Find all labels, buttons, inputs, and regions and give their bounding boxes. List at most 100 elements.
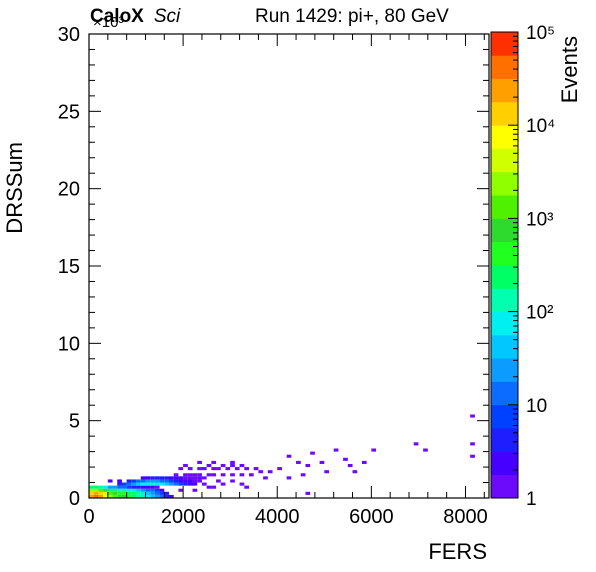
heatmap-bin bbox=[352, 470, 358, 474]
x-tick-label: 8000 bbox=[443, 506, 488, 528]
heatmap-bin bbox=[183, 463, 188, 468]
heatmap-bin bbox=[145, 494, 151, 499]
heatmap-bin bbox=[126, 488, 132, 492]
y-tick-label: 0 bbox=[69, 488, 80, 510]
y-tick-label: 25 bbox=[58, 101, 80, 123]
heatmap-bin bbox=[98, 488, 104, 492]
heatmap-bin bbox=[225, 467, 231, 471]
heatmap-bin bbox=[173, 482, 179, 486]
heatmap-bin bbox=[333, 448, 339, 452]
heatmap-bin bbox=[178, 476, 184, 480]
heatmap-bin bbox=[183, 479, 188, 483]
heatmap-bin bbox=[98, 491, 104, 495]
heatmap-bin bbox=[201, 482, 207, 486]
colorbar-segment bbox=[491, 265, 518, 289]
heatmap-bin bbox=[192, 473, 198, 477]
heatmap-bin bbox=[89, 494, 94, 499]
heatmap-bin bbox=[154, 488, 160, 492]
heatmap-bin bbox=[413, 442, 419, 446]
heatmap-bin bbox=[192, 482, 198, 486]
heatmap-bin bbox=[220, 463, 226, 468]
heatmap-bin bbox=[187, 479, 193, 483]
heatmap-bin bbox=[159, 494, 165, 499]
heatmap-bin bbox=[197, 479, 202, 483]
colorbar-segment bbox=[491, 381, 518, 406]
colorbar-tick-label: 10² bbox=[526, 303, 553, 324]
colorbar-segment bbox=[491, 358, 518, 382]
colorbar-segment bbox=[491, 334, 518, 359]
heatmap-bin bbox=[136, 485, 141, 489]
heatmap-bin bbox=[107, 485, 113, 489]
run-label: Run 1429: pi+, 80 GeV bbox=[255, 6, 449, 27]
heatmap-bin bbox=[173, 479, 179, 483]
heatmap-bin bbox=[230, 463, 235, 468]
heatmap-bin bbox=[187, 467, 193, 471]
heatmap-bin bbox=[150, 482, 155, 486]
heatmap-bin bbox=[150, 491, 155, 495]
heatmap-bin bbox=[154, 482, 160, 486]
plot-frame bbox=[88, 33, 490, 499]
heatmap-bin bbox=[178, 482, 184, 486]
heatmap-bin bbox=[169, 494, 174, 499]
heatmap-bin bbox=[154, 476, 160, 480]
heatmap-bin bbox=[145, 479, 151, 483]
heatmap-bin bbox=[98, 485, 104, 489]
heatmap-bin bbox=[107, 491, 113, 495]
colorbar-segment bbox=[491, 125, 518, 149]
heatmap-bin bbox=[131, 491, 137, 495]
bins-layer bbox=[89, 414, 475, 499]
heatmap-bin bbox=[178, 467, 184, 471]
heatmap-bin bbox=[131, 482, 137, 486]
heatmap-bin bbox=[286, 476, 292, 480]
colorbar-tick-label: 1 bbox=[526, 489, 537, 510]
heatmap-bin bbox=[136, 479, 141, 483]
heatmap-bin bbox=[305, 463, 311, 468]
x-tick-label: 2000 bbox=[161, 506, 206, 528]
heatmap-bin bbox=[93, 491, 99, 495]
heatmap-bin bbox=[126, 494, 132, 499]
heatmap-bin bbox=[263, 476, 268, 480]
heatmap-bin bbox=[131, 488, 137, 492]
heatmap-bin bbox=[234, 467, 240, 471]
heatmap-bin bbox=[145, 476, 151, 480]
colorbar: 1 10 10² 10³ 10⁴ 10⁵ bbox=[490, 23, 555, 510]
heatmap-bin bbox=[112, 491, 118, 495]
y-tick-label: 10 bbox=[58, 333, 80, 355]
heatmap-bin bbox=[470, 414, 475, 418]
heatmap-bin bbox=[211, 473, 217, 477]
heatmap-bin bbox=[159, 479, 165, 483]
heatmap-bin bbox=[277, 467, 282, 471]
heatmap-bin bbox=[121, 491, 127, 495]
colorbar-segment bbox=[491, 451, 518, 476]
heatmap-bin bbox=[305, 491, 311, 495]
y-tick-label: 15 bbox=[58, 256, 80, 278]
heatmap-bin bbox=[253, 467, 259, 471]
heatmap-bin bbox=[103, 485, 108, 489]
heatmap-bin bbox=[361, 460, 367, 464]
heatmap-bin bbox=[107, 494, 113, 499]
colorbar-segment bbox=[491, 32, 518, 56]
heatmap-bin bbox=[112, 485, 118, 489]
heatmap-bin bbox=[140, 491, 146, 495]
heatmap-bin bbox=[239, 482, 245, 486]
colorbar-segment bbox=[491, 101, 518, 126]
colorbar-segment bbox=[491, 218, 518, 243]
heatmap-bin bbox=[286, 454, 292, 458]
heatmap-bin bbox=[187, 476, 193, 480]
heatmap-bin bbox=[112, 494, 118, 499]
heatmap-bin bbox=[164, 494, 169, 499]
heatmap-bin bbox=[117, 479, 122, 483]
heatmap-bin bbox=[159, 491, 165, 495]
heatmap-bin bbox=[126, 491, 132, 495]
colorbar-segment bbox=[491, 474, 518, 499]
colorbar-segment bbox=[491, 195, 518, 219]
heatmap-bin bbox=[103, 494, 108, 499]
heatmap-bin bbox=[220, 482, 226, 486]
heatmap-bin bbox=[324, 470, 329, 474]
heatmap-bin bbox=[93, 485, 99, 489]
heatmap-bin bbox=[296, 460, 301, 464]
heatmap-bin bbox=[145, 482, 151, 486]
heatmap-bin bbox=[103, 491, 108, 495]
heatmap-bin bbox=[159, 488, 165, 492]
heatmap-bin bbox=[117, 494, 122, 499]
